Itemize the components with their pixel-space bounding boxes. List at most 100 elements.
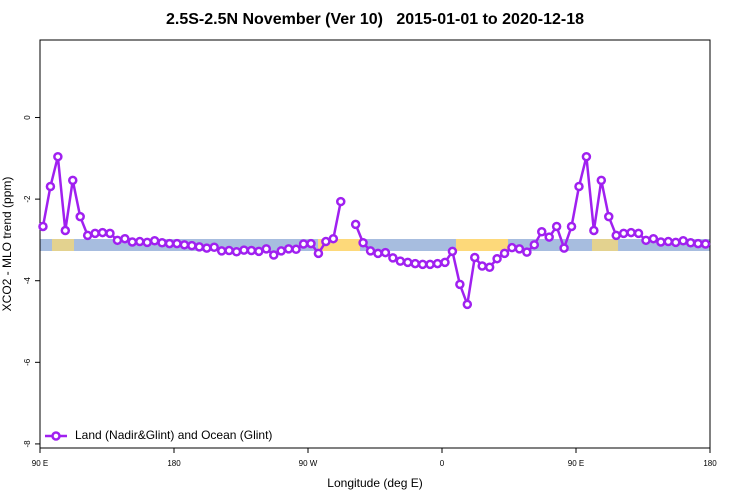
x-tick-label: 0 <box>440 459 445 468</box>
data-point <box>574 181 584 192</box>
data-point <box>656 237 666 247</box>
data-point <box>306 238 316 249</box>
data-point <box>663 236 674 247</box>
data-point <box>492 253 502 264</box>
data-point <box>462 299 473 310</box>
data-point <box>291 244 301 255</box>
x-tick-label: 90 E <box>568 459 584 468</box>
data-point <box>60 225 71 236</box>
y-tick-label: -4 <box>23 277 32 285</box>
data-point <box>149 235 160 246</box>
data-point <box>373 248 383 259</box>
land-band <box>456 239 508 251</box>
data-point <box>403 257 413 268</box>
data-point <box>179 240 190 250</box>
legend-entry: Land (Nadir&Glint) and Ocean (Glint) <box>45 428 272 442</box>
y-tick-label: 0 <box>23 115 32 120</box>
data-point <box>551 221 562 232</box>
data-point <box>440 257 450 268</box>
data-point <box>700 239 711 249</box>
data-point <box>90 228 100 239</box>
data-point <box>529 240 540 250</box>
data-point <box>157 238 167 248</box>
data-point <box>105 228 115 239</box>
data-point <box>194 242 205 252</box>
data-point <box>298 239 309 249</box>
y-axis-label: XCO2 - MLO trend (ppm) <box>0 177 14 312</box>
land-band <box>592 239 618 251</box>
data-point <box>514 244 525 254</box>
x-tick-label: 90 E <box>32 459 48 468</box>
data-point <box>246 245 257 256</box>
y-tick-label: -8 <box>23 440 32 448</box>
data-point <box>425 259 435 270</box>
data-point <box>537 227 547 237</box>
data-point <box>470 252 480 263</box>
data-point <box>216 246 227 256</box>
data-point <box>97 227 108 238</box>
data-point <box>135 236 145 247</box>
x-tick-label: 90 W <box>299 459 318 468</box>
data-point <box>477 261 487 271</box>
data-point <box>187 240 197 251</box>
data-point <box>75 211 85 222</box>
data-point <box>455 279 465 290</box>
data-point <box>254 246 264 257</box>
data-point <box>164 238 175 249</box>
data-point <box>336 196 346 207</box>
data-point <box>648 233 659 244</box>
data-point <box>283 244 294 254</box>
series-line <box>354 156 706 310</box>
legend-marker <box>51 431 61 441</box>
data-point <box>224 245 234 256</box>
data-point <box>566 221 577 232</box>
data-point <box>350 219 361 230</box>
data-point <box>618 228 629 239</box>
data-point <box>522 247 532 257</box>
data-point <box>120 233 130 244</box>
data-point <box>172 238 182 249</box>
x-tick-label: 180 <box>703 459 717 468</box>
data-point <box>388 253 398 263</box>
data-point <box>581 151 592 162</box>
data-point <box>239 245 249 255</box>
data-point <box>678 235 688 246</box>
data-point <box>276 246 286 256</box>
data-point <box>53 151 63 162</box>
data-point <box>507 242 517 253</box>
data-point <box>447 246 458 257</box>
data-point <box>82 230 93 241</box>
data-point <box>38 221 48 232</box>
data-point <box>596 175 607 186</box>
x-axis-label: Longitude (deg E) <box>327 476 422 490</box>
data-point <box>685 238 696 248</box>
x-tick-label: 180 <box>167 459 181 468</box>
data-point <box>410 258 420 269</box>
y-tick-label: -6 <box>23 358 32 366</box>
data-point <box>68 175 78 186</box>
data-point <box>365 246 376 256</box>
data-point <box>693 238 703 249</box>
data-point <box>559 243 569 253</box>
data-point <box>589 225 599 236</box>
data-point <box>328 233 339 244</box>
data-point <box>112 235 123 246</box>
data-point <box>671 237 681 248</box>
data-point <box>626 227 636 238</box>
legend-label: Land (Nadir&Glint) and Ocean (Glint) <box>75 428 272 442</box>
data-point <box>231 247 242 257</box>
data-point <box>358 238 368 248</box>
data-point <box>544 232 554 242</box>
data-point <box>209 242 219 253</box>
data-point <box>142 237 152 248</box>
data-point <box>45 181 56 192</box>
data-point <box>395 256 406 266</box>
data-point <box>380 247 391 258</box>
data-point <box>611 230 621 241</box>
data-point <box>269 250 279 260</box>
data-point <box>499 248 510 259</box>
data-point <box>313 248 324 259</box>
data-point <box>633 228 644 239</box>
data-point <box>484 262 495 273</box>
